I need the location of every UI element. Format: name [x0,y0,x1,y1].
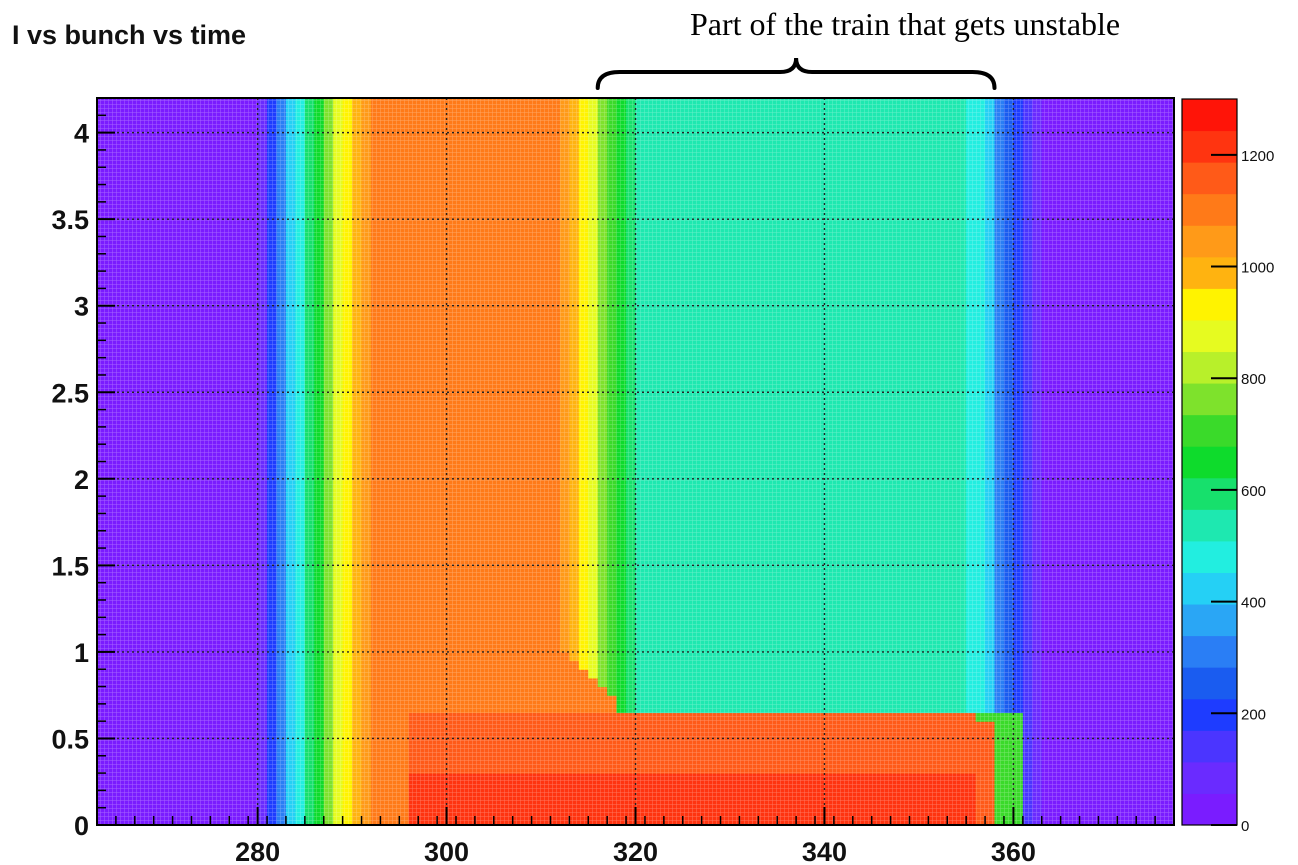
chart-title: I vs bunch vs time [12,20,247,50]
annotation-label: Part of the train that gets unstable [690,6,1121,42]
